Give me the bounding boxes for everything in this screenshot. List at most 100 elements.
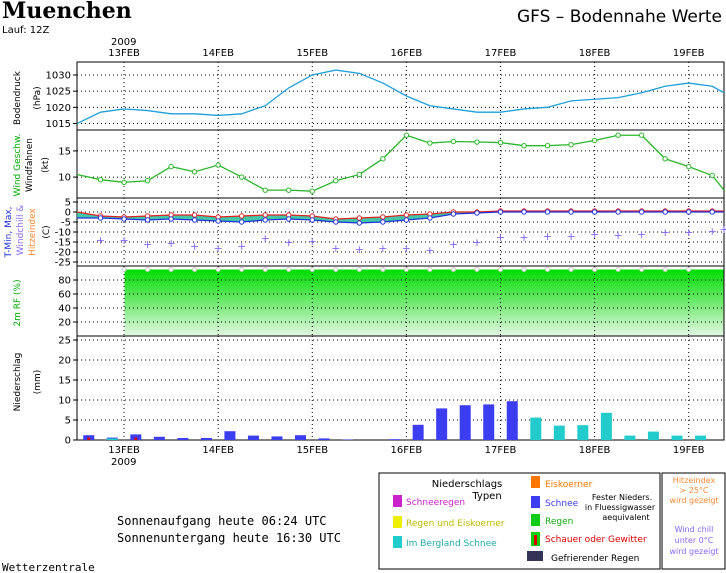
temp-ylabel-a: T-Min, Max, [4,206,14,258]
rh-point [450,267,456,272]
rh-point [121,267,127,272]
rh-point [427,267,433,272]
rh-point [333,267,339,272]
windchill-mark: + [402,242,411,255]
windchill-mark: + [449,238,458,251]
precip-bar [224,431,236,440]
y-tick-label: 15 [58,146,71,157]
tmin-point [97,215,104,221]
tmin-point [591,209,598,215]
precip-bar [553,425,565,440]
pressure-line [76,69,725,125]
windchill-mark: + [331,242,340,255]
precip-bar [483,404,495,440]
windchill-mark: + [190,240,199,253]
legend-fester-a: Fester Nieders. [592,493,652,502]
tmin-point [380,219,386,225]
wind-point [403,132,410,138]
wind-ylabel: Wind Geschw. [13,134,23,197]
x-tick-labels: 13FEB 13FEB 14FEB 14FEB 15FEB 15FEB 16FEB 16FEB… [108,48,704,456]
rh-point [286,267,292,272]
rh-point [145,267,151,272]
legend-gefrierender: Gefrierender Regen [551,554,639,564]
year-label-top: 2009 [111,37,136,48]
rh-point [662,267,668,272]
windchill-mark: + [590,228,599,241]
wind-point [450,138,457,145]
wind-point [333,178,339,184]
y-tick-label: 25 [58,336,71,347]
rh-point [592,267,598,272]
rh-point [168,267,174,272]
rh-point [403,267,409,272]
windchill-mark: + [684,226,693,239]
y-tick-label: 80 [58,276,71,287]
sunset-text: Sonnenuntergang heute 16:30 UTC [117,531,341,545]
wind-point [497,139,504,146]
windchill-mark: + [96,234,105,247]
precip-bar [600,412,612,440]
tmin-point [474,210,480,216]
y-tick-label: -10 [55,228,71,239]
wind-point [427,140,433,146]
wind-point [262,187,268,193]
rh-point [309,267,315,272]
plot-area: 1015102010251030101550-5-10-15-20-252040… [46,61,726,447]
x-tick-label-top: 19FEB [673,48,705,59]
wind-point [356,171,363,178]
legend-chill-c: wird gezeigt [669,547,718,556]
legend-hitze-a: Hitzeindex [673,476,716,485]
swatch-regen-eis [393,516,402,528]
wind-point [709,172,715,179]
y-tick-label: 1030 [46,70,71,81]
tmin-point [497,209,504,215]
x-tick-label-top: 14FEB [202,48,234,59]
windchill-mark: + [425,244,434,257]
wind-point [638,132,645,138]
chart-title: GFS – Bodennahe Werte [517,7,722,27]
legend-schneeregen: Schneeregen [406,498,465,508]
windchill-mark: + [708,225,717,238]
city-title: Muenchen [2,0,132,24]
tmin-point [168,216,174,222]
precip-bar [87,437,91,440]
windchill-mark: + [543,230,552,243]
sunrise-text: Sonnenaufgang heute 06:24 UTC [117,514,327,528]
tmax-point [191,212,198,218]
wind-point [615,132,621,138]
y-tick-label: 10 [58,396,71,407]
precip-bar [271,436,283,440]
precip-bar [530,417,542,440]
legend-regen: Regen [545,517,573,527]
temp-ylabel-c: Hitzeindex [28,207,38,255]
rh-point [215,267,221,272]
pressure-ylabel: Bodendruck [13,70,23,125]
precip-bar [389,439,401,440]
windchill-mark: + [566,230,575,243]
tmin-point [403,217,410,223]
windchill-mark: + [519,231,528,244]
precip-bar [247,435,259,440]
windchill-mark: + [237,240,246,253]
windchill-mark: + [119,234,128,247]
precip-bar [694,435,706,440]
swatch-schneeregen [393,495,402,507]
windchill-mark: + [143,238,152,251]
x-tick-label-bottom: 17FEB [485,445,517,456]
legend-berg: Im Bergland Schnee [406,539,497,549]
rh-point [521,267,527,272]
swatch-schnee [531,496,540,508]
run-label: Lauf: 12Z [2,25,49,36]
tmin-point [615,209,621,215]
rh-point [380,267,386,272]
legend-title-b: Typen [471,491,501,502]
panel-frame-temp [76,197,725,267]
precip-bar [130,434,142,440]
y-tick-label: -25 [55,258,71,269]
y-tick-label: 0 [65,208,71,219]
precip-bar [671,435,683,440]
wind-ylabel2: Windfahnen [25,138,35,192]
precip-type-legend: Niederschlags Typen Schneeregen Regen un… [378,472,726,570]
tmin-point [238,219,245,225]
tmin-point [191,217,198,223]
